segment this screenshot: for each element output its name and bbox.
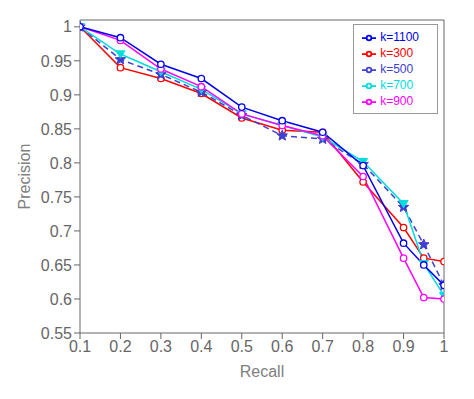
svg-text:0.55: 0.55 xyxy=(41,325,72,342)
html-text:k=900: k=900 xyxy=(380,94,414,108)
svg-text:0.6: 0.6 xyxy=(271,338,293,355)
svg-text:0.65: 0.65 xyxy=(41,257,72,274)
svg-text:0.9: 0.9 xyxy=(392,338,414,355)
svg-text:0.3: 0.3 xyxy=(150,338,172,355)
svg-text:0.5: 0.5 xyxy=(231,338,253,355)
svg-text:0.7: 0.7 xyxy=(50,223,72,240)
html-text:k=300: k=300 xyxy=(380,46,414,60)
svg-text:0.85: 0.85 xyxy=(41,121,72,138)
svg-text:0.95: 0.95 xyxy=(41,53,72,70)
svg-text:0.8: 0.8 xyxy=(352,338,374,355)
html-text:k=500: k=500 xyxy=(380,62,414,76)
svg-text:0.7: 0.7 xyxy=(312,338,334,355)
svg-text:0.75: 0.75 xyxy=(41,189,72,206)
svg-text:0.9: 0.9 xyxy=(50,87,72,104)
svg-text:0.1: 0.1 xyxy=(69,338,91,355)
svg-text:1: 1 xyxy=(440,338,449,355)
html-text:k=700: k=700 xyxy=(380,78,414,92)
html-text:k=1100: k=1100 xyxy=(380,30,419,44)
svg-text:Precision: Precision xyxy=(16,144,33,210)
svg-text:0.2: 0.2 xyxy=(109,338,131,355)
svg-text:0.6: 0.6 xyxy=(50,291,72,308)
svg-text:Recall: Recall xyxy=(240,363,284,380)
svg-text:0.4: 0.4 xyxy=(190,338,212,355)
svg-text:0.8: 0.8 xyxy=(50,155,72,172)
svg-text:1: 1 xyxy=(63,18,72,35)
